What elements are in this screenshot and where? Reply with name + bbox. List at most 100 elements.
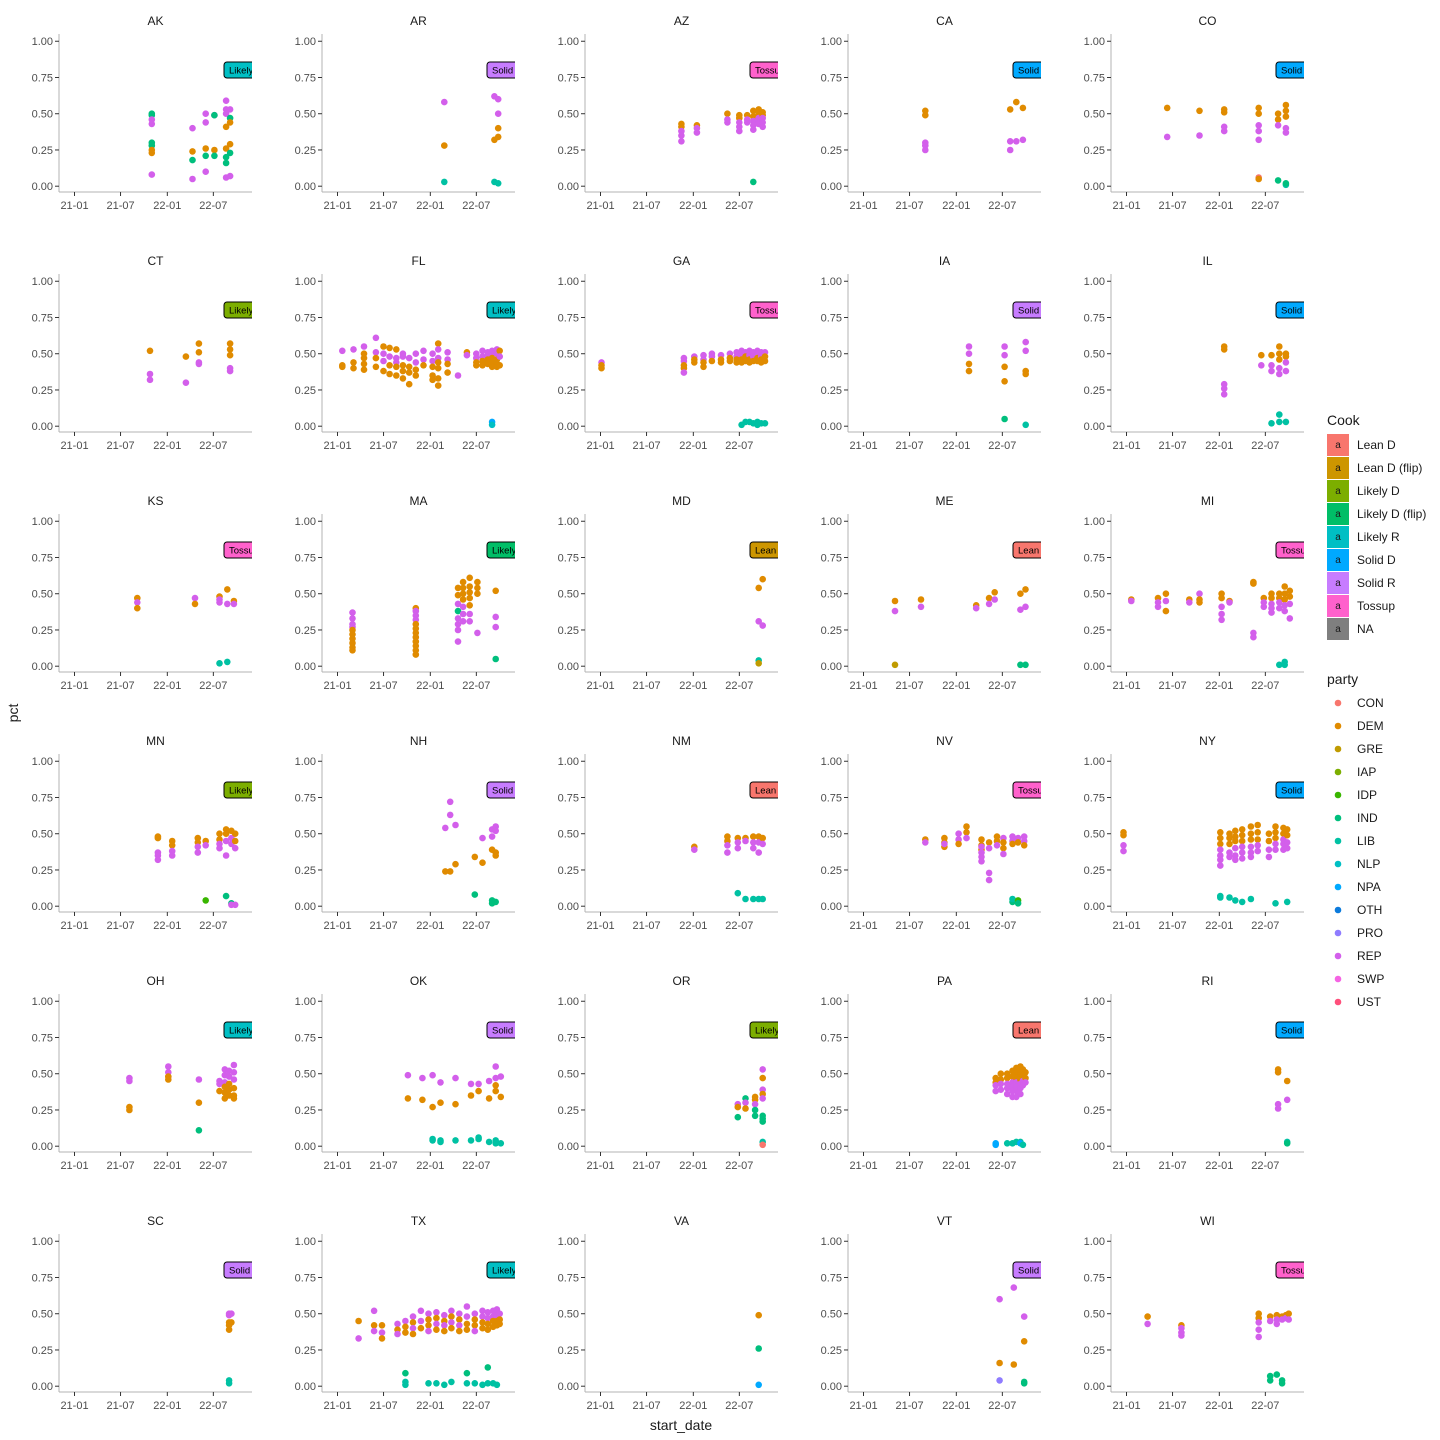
data-point-dem [997,1070,1005,1077]
x-tick-label: 21-01 [323,200,351,212]
data-point-dem [216,830,223,837]
x-tick-label: 21-01 [60,440,88,452]
data-point-rep [126,1077,133,1085]
y-tick-label: 0.00 [821,1381,842,1393]
x-tick-label: 21-01 [586,200,614,212]
data-point-rep [1283,839,1291,846]
facet-title: GA [673,254,690,268]
data-point-rep [194,849,202,856]
data-point-rep [985,844,993,852]
data-point-dem [434,375,442,382]
data-point-rep [1013,138,1020,145]
facet-title: MI [1201,494,1214,508]
legend-label: SWP [1357,972,1384,986]
legend-key [1327,595,1349,617]
legend-key [1334,975,1342,983]
y-tick-label: 0.50 [1084,109,1105,121]
y-tick-label: 0.00 [32,181,53,193]
y-tick-label: 1.00 [1084,36,1105,48]
y-tick-label: 0.00 [558,1141,579,1153]
cook-label-text: Likely [229,66,254,77]
data-point-rep [454,620,462,628]
facet-panels: AK 0.00 0.25 0.50 0.75 1.00 21-01 21-07 22-01 22-… [32,14,1304,1412]
data-point-rep [222,97,230,104]
y-tick-label: 0.00 [295,661,316,673]
data-point-ind [751,1106,759,1114]
cook-label-text: Lean [1018,1026,1039,1037]
data-point-dem [467,1092,475,1099]
data-point-dem [691,359,698,366]
x-tick-label: 21-07 [632,440,660,452]
x-tick-label: 21-07 [1158,440,1186,452]
data-point-ind [1282,180,1290,187]
x-tick-label: 22-01 [679,680,707,692]
data-point-rep [454,372,462,379]
legend-cook: Cook a Lean D a Lean D (flip) a Likely D a Likel… [1327,412,1426,640]
data-point-ind [1274,177,1282,184]
data-point-rep [1162,597,1170,605]
legend-label: PRO [1357,926,1383,940]
data-point-rep [1186,599,1193,606]
x-tick-label: 21-01 [60,1400,88,1412]
data-point-dem [1274,110,1282,117]
y-tick-label: 0.25 [295,625,316,637]
y-tick-label: 0.00 [32,1381,53,1393]
data-point-dem [1282,353,1290,360]
y-tick-label: 0.75 [821,792,842,804]
y-tick-label: 0.25 [558,625,579,637]
x-tick-label: 22-01 [679,440,707,452]
data-point-dem [1247,830,1255,837]
facet-title: VT [937,1214,953,1228]
data-point-dem [380,343,387,350]
data-point-dem [492,852,500,859]
legend-label: CON [1357,696,1384,710]
data-point-dem [496,1320,504,1328]
facet-panel-or: OR 0.00 0.25 0.50 0.75 1.00 21-01 21-07 22-01 22-… [558,974,778,1172]
x-tick-label: 22-01 [153,920,181,932]
data-point-dem [409,1319,417,1326]
data-point-dem [442,868,449,875]
cook-label-box [749,301,778,319]
data-point-rep [497,1073,505,1080]
cook-rating-label: Solid [1275,61,1304,79]
facet-title: RI [1202,974,1214,988]
x-tick-label: 22-01 [942,200,970,212]
y-tick-label: 0.75 [1084,1272,1105,1284]
facet-panel-ct: CT 0.00 0.25 0.50 0.75 1.00 21-01 21-07 22-01 22-… [32,254,252,452]
cook-rating-label: Lean [1012,1021,1041,1039]
cook-rating-label: Likely [749,1021,778,1039]
data-point-rep [1022,347,1029,355]
legend-label: UST [1357,995,1382,1009]
data-point-rep [1282,129,1290,136]
y-tick-label: 0.50 [1084,349,1105,361]
data-point-dem [195,340,203,347]
data-point-rep [202,119,209,126]
legend-label: Likely D (flip) [1357,507,1426,521]
x-tick-label: 21-07 [369,1400,397,1412]
data-point-rep [228,1310,235,1317]
x-tick-label: 21-07 [632,920,660,932]
cook-label-box [1275,1261,1304,1279]
facet-panel-ks: KS 0.00 0.25 0.50 0.75 1.00 21-01 21-07 22-01 22-… [32,494,252,692]
data-point-dem [991,589,998,596]
data-point-dem [471,1316,479,1323]
data-point-dem [985,594,993,602]
data-point-rep [154,856,162,864]
data-point-dem [985,839,993,846]
data-point-dem [386,362,393,369]
facet-title: FL [411,254,425,268]
data-point-dem [494,124,502,132]
data-point-dem [444,360,451,368]
cook-label-text: Solid [1018,66,1039,77]
legend-label: REP [1357,949,1382,963]
cook-rating-label: Solid [486,781,515,799]
legend-label: Tossup [1357,599,1395,613]
legend-key [1334,814,1342,822]
data-point-rep [459,610,467,618]
y-tick-label: 0.50 [821,829,842,841]
data-point-dem [402,1323,409,1331]
legend-party: party CON DEM GRE IAP IDP IND LIB NLP NPA OTH PRO RE… [1327,671,1384,1009]
y-tick-label: 0.25 [295,385,316,397]
legend-key [1334,745,1342,753]
y-tick-label: 0.50 [821,109,842,121]
